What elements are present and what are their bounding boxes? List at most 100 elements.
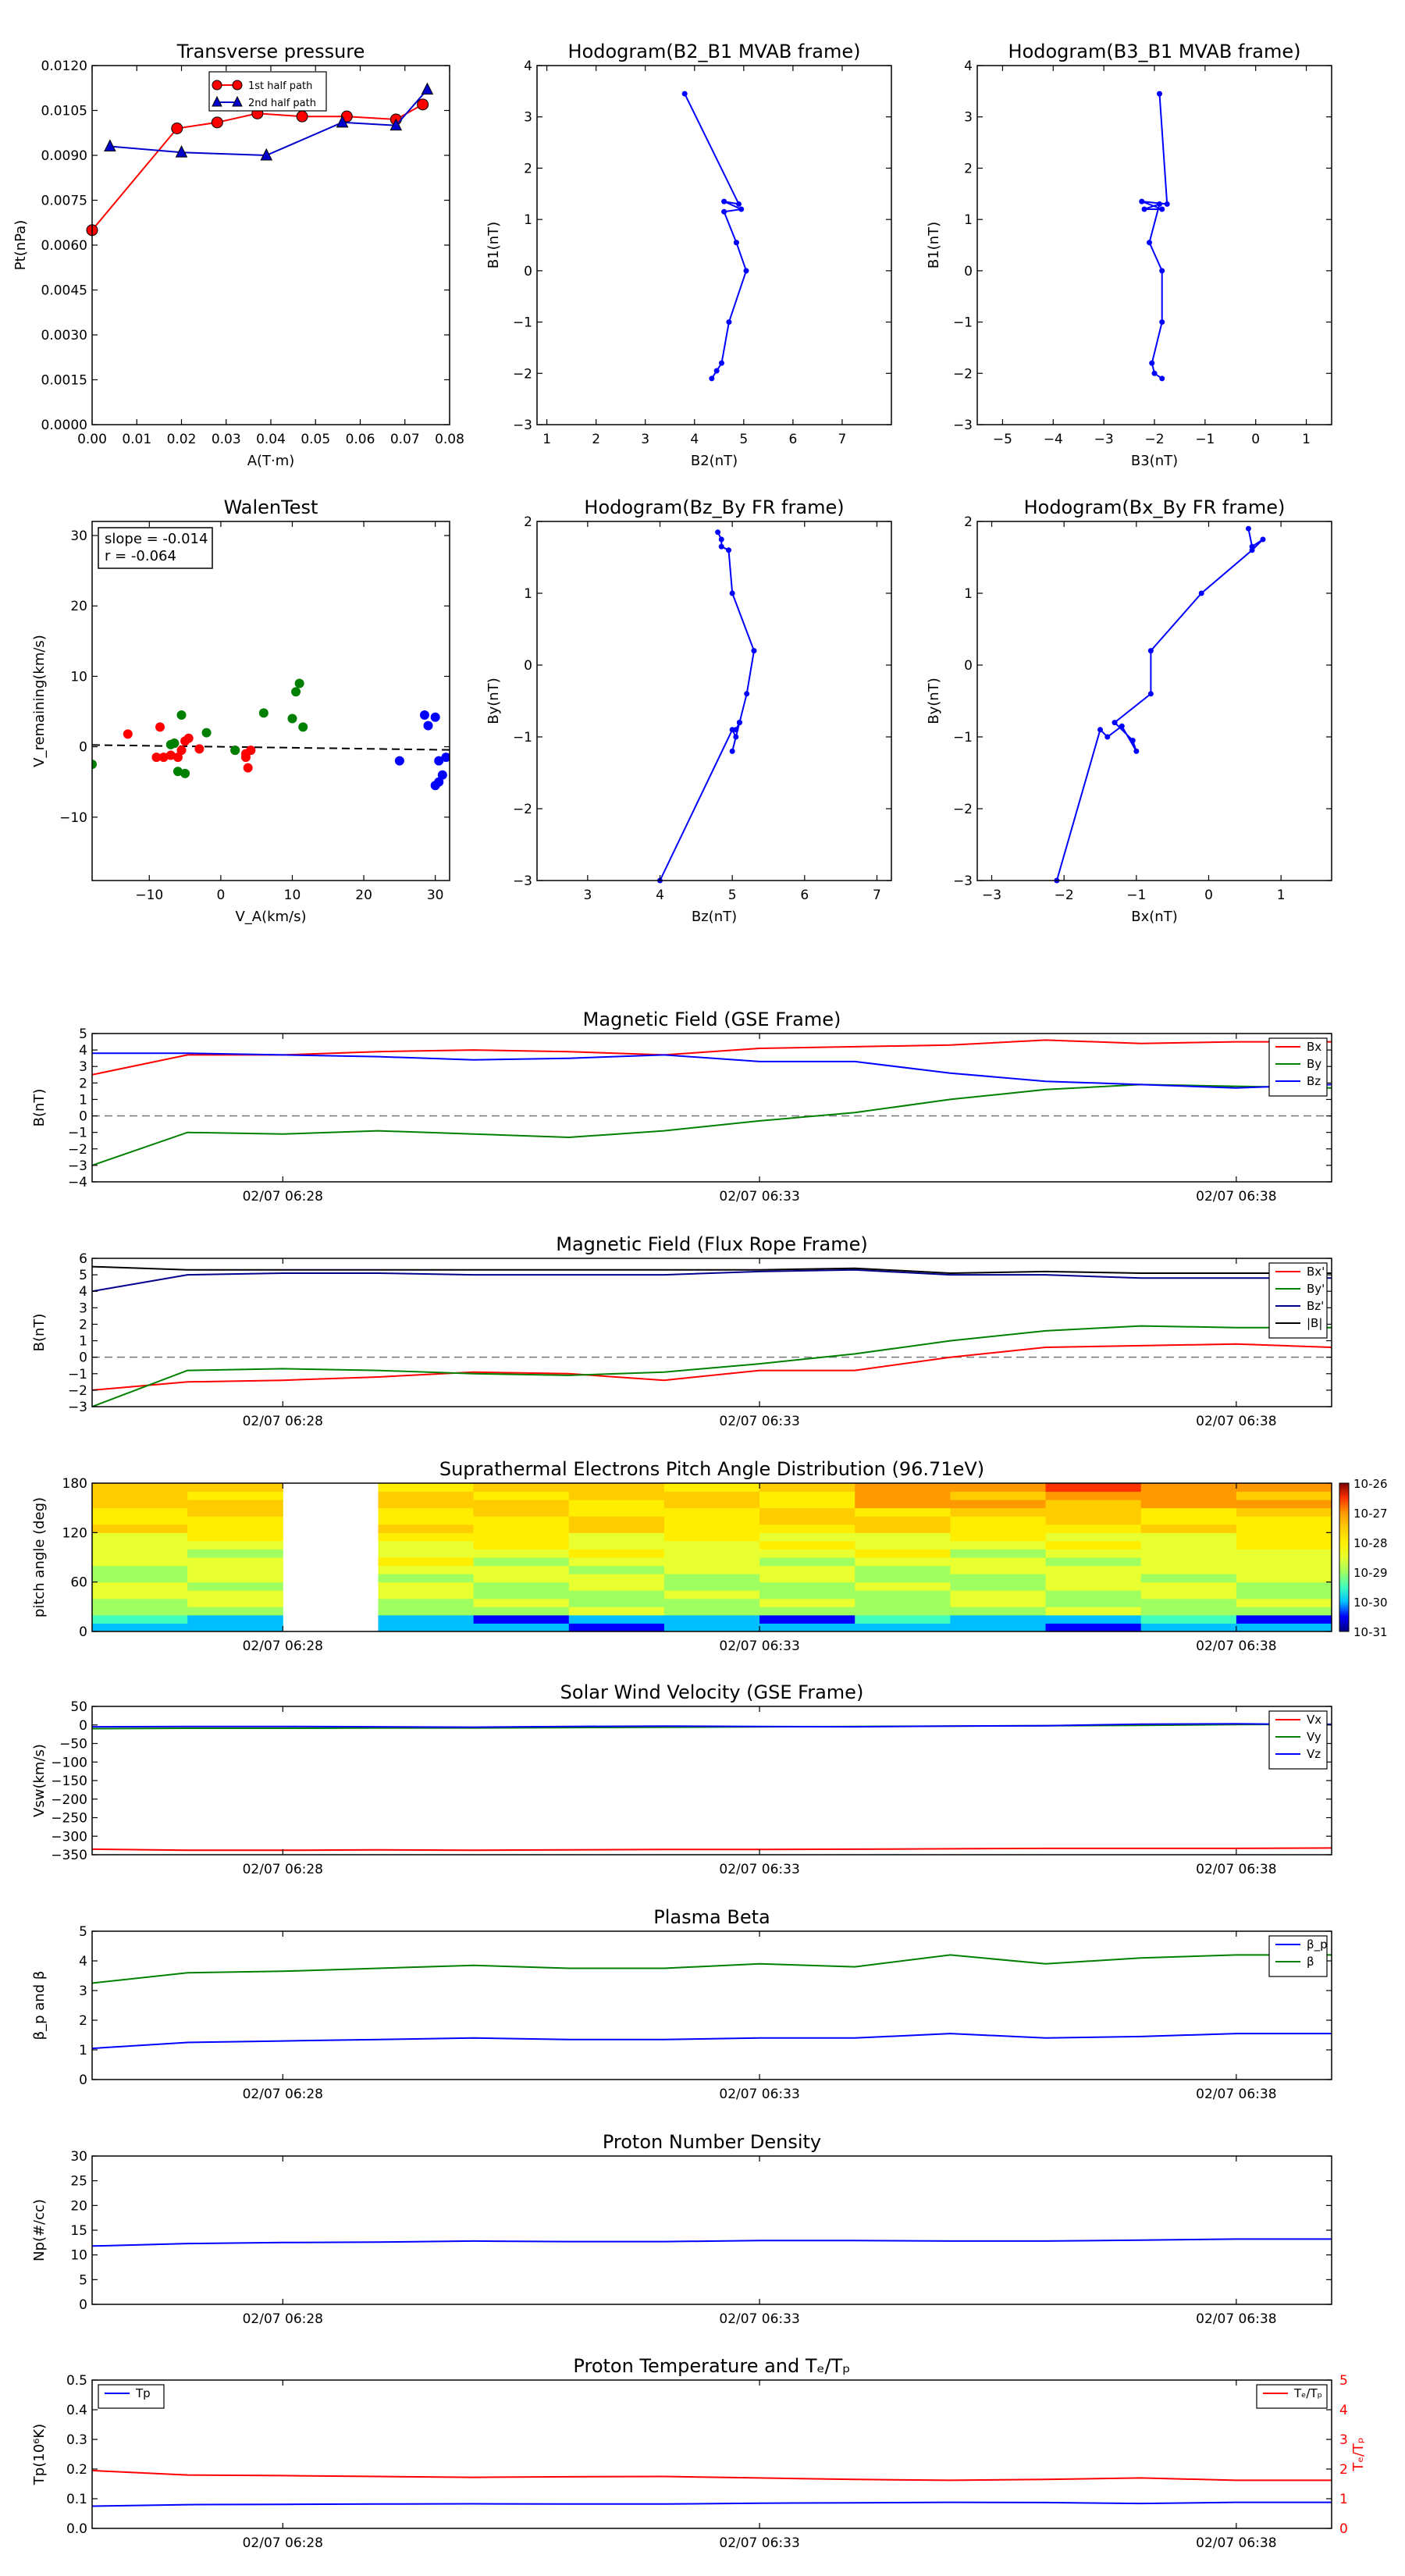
walen-test-point <box>123 729 133 739</box>
hodogram-b3-b1-point <box>1151 370 1158 376</box>
walen-test-point <box>258 708 269 718</box>
pitch-angle-distribution-cell <box>473 1540 570 1550</box>
pitch-angle-distribution-cell <box>1236 1606 1332 1616</box>
walen-test-xlabel: V_A(km/s) <box>235 909 306 925</box>
pitch-angle-distribution-cell <box>568 1491 665 1500</box>
pitch-angle-distribution-colorbar-label: 10-30 <box>1353 1596 1388 1610</box>
pitch-angle-distribution-cell <box>855 1483 951 1493</box>
hodogram-b2-b1-ytick-label: −2 <box>513 366 532 382</box>
solar-wind-velocity-series-line <box>91 1847 1332 1852</box>
hodogram-bz-by-point <box>751 648 757 654</box>
pitch-angle-distribution-cell <box>473 1516 570 1525</box>
magnetic-field-fr-ytick-label: 1 <box>79 1334 87 1350</box>
hodogram-b2-b1-xtick-label: 4 <box>690 432 699 447</box>
proton-temperature-ytick-label: 0.4 <box>66 2403 87 2418</box>
hodogram-bx-by-ytick-label: 0 <box>964 658 973 674</box>
pitch-angle-distribution-cell <box>568 1614 665 1624</box>
solar-wind-velocity-legend-label: Vx <box>1307 1713 1321 1727</box>
hodogram-b3-b1-xtick-label: −5 <box>993 432 1012 447</box>
pitch-angle-distribution-cell <box>663 1614 760 1624</box>
transverse-pressure-series-line <box>91 103 424 231</box>
pitch-angle-distribution-cell <box>663 1582 760 1591</box>
pitch-angle-distribution-cell <box>855 1598 951 1607</box>
pitch-angle-distribution-cell <box>92 1623 188 1632</box>
pitch-angle-distribution-cell <box>855 1606 951 1616</box>
pitch-angle-distribution-cell <box>1045 1491 1142 1500</box>
hodogram-b3-b1-ytick-label: 2 <box>964 161 973 176</box>
pitch-angle-distribution-cell <box>759 1606 855 1616</box>
pitch-angle-distribution-cell <box>473 1500 570 1509</box>
magnetic-field-gse-legend <box>1268 1037 1328 1097</box>
hodogram-b2-b1-ylabel: B1(nT) <box>486 222 502 269</box>
hodogram-b3-b1-series-line <box>1141 94 1168 379</box>
pitch-angle-distribution-cell <box>473 1557 570 1567</box>
pitch-angle-distribution-cell <box>187 1500 283 1509</box>
pitch-angle-distribution-cell <box>1140 1524 1237 1533</box>
pitch-angle-distribution-cell <box>663 1491 760 1500</box>
proton-temperature-ytick-label: 0.1 <box>66 2492 87 2507</box>
transverse-pressure-title: Transverse pressure <box>176 41 365 62</box>
proton-temperature-legend <box>98 2384 165 2409</box>
pitch-angle-distribution-cell <box>950 1623 1047 1632</box>
plasma-beta-ytick-label: 3 <box>79 1984 87 1999</box>
hodogram-b3-b1-panel: Hodogram(B3_B1 MVAB frame) −3 −2 −1 0 1 2 3 4 −5 −… <box>926 41 1332 469</box>
walen-test-ytick-label: 10 <box>70 669 87 685</box>
hodogram-bx-by-point <box>1249 543 1255 550</box>
pitch-angle-distribution-cell <box>473 1491 570 1500</box>
pitch-angle-distribution-cell <box>187 1614 283 1624</box>
pitch-angle-distribution-cell <box>1236 1500 1332 1509</box>
hodogram-b2-b1-xtick-label: 1 <box>542 432 551 447</box>
hodogram-bz-by-series-line <box>659 532 756 881</box>
pitch-angle-distribution-cell <box>759 1623 855 1632</box>
hodogram-b2-b1-point <box>721 208 727 215</box>
hodogram-bx-by-point <box>1112 720 1118 726</box>
proton-temperature-legend <box>1256 2384 1328 2409</box>
walen-test-point <box>183 733 194 743</box>
pitch-angle-distribution-ytick-label: 120 <box>62 1525 87 1541</box>
solar-wind-velocity-ytick-label: −150 <box>51 1774 87 1789</box>
pitch-angle-distribution-cell <box>855 1549 951 1558</box>
pitch-angle-distribution-xtick-label: 02/07 06:38 <box>1196 1638 1276 1654</box>
hodogram-bx-by-point <box>1104 734 1111 740</box>
transverse-pressure-xtick-label: 0.05 <box>301 432 330 447</box>
hodogram-b3-b1-ytick-label: 4 <box>964 59 973 74</box>
pitch-angle-distribution-cell <box>1236 1483 1332 1493</box>
proton-temperature-xtick-label: 02/07 06:38 <box>1196 2535 1276 2551</box>
magnetic-field-fr-ytick-label: 3 <box>79 1300 87 1316</box>
pitch-angle-distribution-cell <box>92 1549 188 1558</box>
walen-test-point <box>230 745 240 756</box>
hodogram-bz-by-xtick-label: 6 <box>800 888 809 903</box>
proton-density-panel: Proton Number Density 0 5 10 15 20 25 30 02/07 0… <box>31 2131 1332 2327</box>
solar-wind-velocity-legend-label: Vy <box>1307 1730 1321 1744</box>
magnetic-field-fr-ytick-label: 5 <box>79 1268 87 1283</box>
pitch-angle-distribution-cell <box>855 1574 951 1583</box>
transverse-pressure-ytick-label: 0.0045 <box>41 283 87 299</box>
transverse-pressure-legend-label: 1st half path <box>248 80 312 92</box>
proton-density-series-line <box>91 2238 1332 2247</box>
walen-test-xtick-label: 10 <box>284 888 301 903</box>
pitch-angle-distribution-cell <box>1045 1623 1142 1632</box>
transverse-pressure-point <box>389 118 403 131</box>
magnetic-field-gse-ytick-label: 0 <box>79 1109 87 1125</box>
magnetic-field-gse-legend-label: Bz <box>1307 1074 1321 1088</box>
walen-test-ylabel: V_remaining(km/s) <box>31 635 48 767</box>
pitch-angle-distribution-xtick-label: 02/07 06:33 <box>719 1638 799 1654</box>
pitch-angle-distribution-colorbar-label: 10-27 <box>1353 1507 1388 1521</box>
pitch-angle-distribution-cell <box>855 1623 951 1632</box>
pitch-angle-distribution-panel: Suprathermal Electrons Pitch Angle Distr… <box>31 1458 1388 1654</box>
pitch-angle-distribution-cell <box>1045 1565 1142 1574</box>
hodogram-bx-by-point <box>1119 723 1125 729</box>
hodogram-b2-b1-xtick-label: 5 <box>739 432 748 447</box>
solar-wind-velocity-ytick-label: −100 <box>51 1755 87 1770</box>
walen-test-point <box>176 710 187 720</box>
magnetic-field-gse-xtick-label: 02/07 06:38 <box>1196 1189 1276 1204</box>
plasma-beta-ytick-label: 2 <box>79 2013 87 2029</box>
walen-test-point <box>169 738 180 749</box>
hodogram-bz-by-point <box>718 543 724 550</box>
transverse-pressure-point <box>175 145 188 158</box>
transverse-pressure-legend-marker <box>232 95 243 107</box>
hodogram-b2-b1-series-line <box>684 93 748 379</box>
pitch-angle-distribution-cell <box>1236 1524 1332 1533</box>
hodogram-bz-by-point <box>726 547 732 553</box>
solar-wind-velocity-title: Solar Wind Velocity (GSE Frame) <box>560 1681 864 1703</box>
